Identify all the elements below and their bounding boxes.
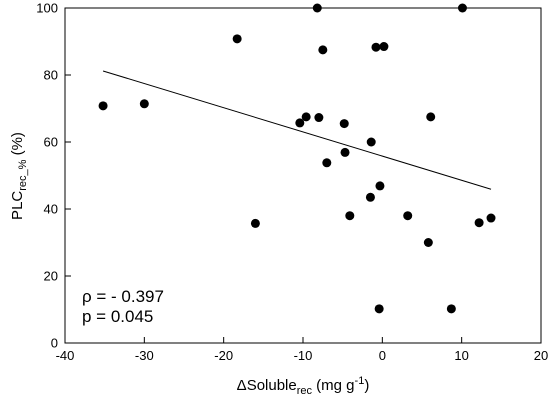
data-point [375,181,385,191]
x-tick-label: -30 [135,348,154,363]
x-tick-label: -20 [214,348,233,363]
y-tick-label: 80 [44,68,58,83]
data-point [339,119,349,129]
x-axis-title-subscript: rec [297,385,313,397]
x-axis-title-close: ) [364,377,369,394]
data-point [322,158,332,168]
data-point [98,101,108,111]
y-axis-title-main: PLC [9,191,26,220]
data-point [474,218,484,228]
data-point [301,112,311,122]
data-point [426,112,436,122]
y-axis-title: PLCrec_% (%) [9,132,29,220]
y-tick-label: 60 [44,135,58,150]
annotation-p-value: p = 0.045 [82,307,153,326]
y-tick-label: 100 [36,1,58,16]
data-point [250,218,260,228]
x-tick-label: -40 [56,348,75,363]
data-point [345,211,355,221]
data-point [403,211,413,221]
data-point [446,304,456,314]
x-tick-label: 20 [534,348,548,363]
data-point [457,3,467,13]
x-tick-label: -10 [294,348,313,363]
data-point [486,213,496,223]
data-point [340,147,350,157]
y-tick-label: 0 [51,336,58,351]
x-axis-title-superscript: -1 [355,375,365,387]
y-axis-title-subscript: rec_% [17,159,29,190]
data-point [379,42,389,52]
data-point [312,3,322,13]
data-point [366,137,376,147]
regression-line [102,70,492,190]
data-point [371,42,381,52]
y-tick-label: 40 [44,202,58,217]
data-points [98,3,496,314]
data-point [232,34,242,44]
y-axis-title-unit: (%) [9,132,26,160]
data-point [374,304,384,314]
x-axis-title-main: ΔSoluble [237,377,297,394]
data-point [314,113,324,123]
data-point [139,99,149,109]
x-tick-label: 0 [379,348,386,363]
x-axis-title: ΔSolublerec (mg g-1) [237,375,370,397]
x-tick-label: 10 [454,348,468,363]
annotation-rho: ρ = - 0.397 [82,287,164,306]
data-point [423,238,433,247]
axis-ticks: -40 -30 -20 -10 0 10 20 0 20 40 60 80 100 [36,1,548,364]
data-point [365,192,375,202]
y-tick-label: 20 [44,269,58,284]
x-axis-title-unit: (mg g [312,377,355,394]
data-point [318,45,328,55]
data-point [295,118,305,128]
